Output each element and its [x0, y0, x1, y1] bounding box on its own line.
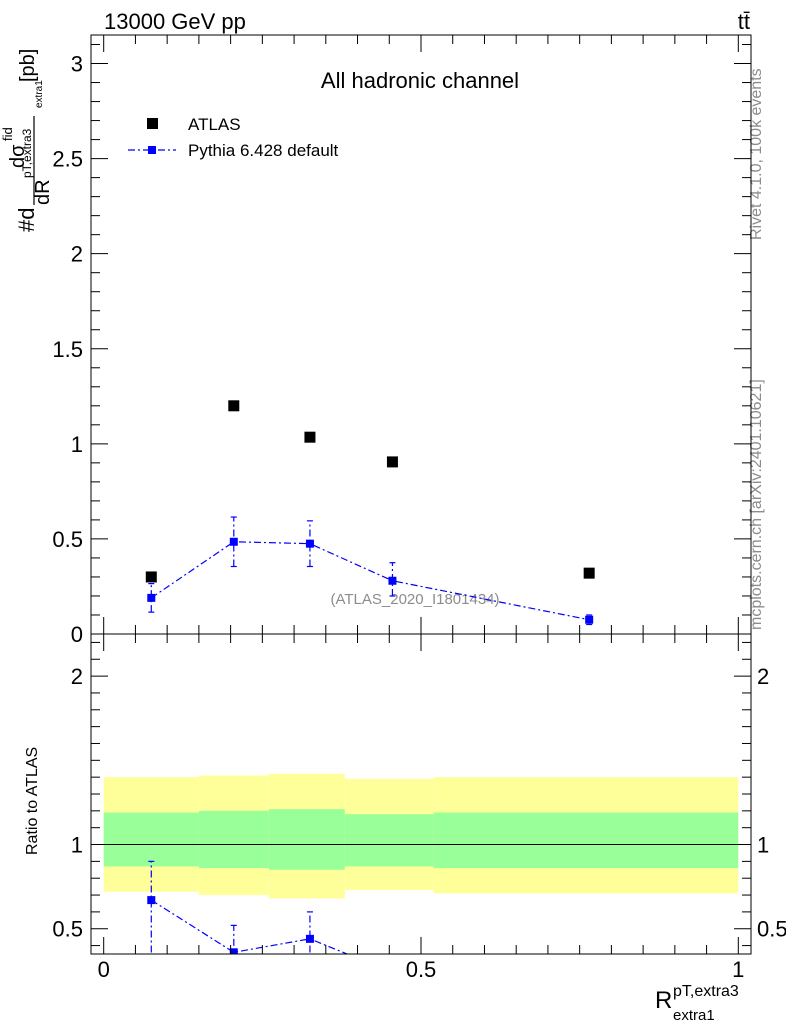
legend: ATLAS Pythia 6.428 default	[128, 115, 339, 160]
main-ytick-label: 3	[71, 52, 83, 77]
xlabel-base: R	[655, 987, 672, 1014]
ratio-ytick-label: 2	[71, 664, 83, 689]
ylabel-denominator-sup: pT,extra3	[20, 128, 34, 178]
pythia-point	[229, 537, 238, 546]
chart-title: All hadronic channel	[321, 68, 519, 93]
ratio-ytick-label: 0.5	[52, 917, 83, 942]
main-ytick-label: 0	[71, 622, 83, 647]
ratio-band-inner	[198, 810, 269, 869]
atlas-point	[386, 456, 398, 468]
ratio-xtick-label: 0.5	[406, 957, 437, 982]
ratio-point	[388, 969, 396, 977]
atlas-point	[304, 431, 316, 443]
ratio-xtick-label: 1	[732, 957, 744, 982]
main-ylabel: #d dσ fid dR pT,extra3 extra1 [pb]	[0, 49, 54, 232]
legend-pythia-marker	[148, 146, 156, 154]
ylabel-denominator: dR	[32, 179, 54, 205]
ratio-xtick-label: 0	[98, 957, 110, 982]
ratio-ytick-label: 1	[71, 833, 83, 858]
process-label: tt̄	[738, 9, 750, 34]
atlas-point	[228, 400, 240, 412]
ratio-line	[150, 899, 349, 954]
ratio-band-inner	[103, 812, 199, 867]
analysis-watermark: (ATLAS_2020_I1801434)	[330, 591, 499, 608]
ratio-ytick-label-right: 1	[757, 833, 769, 858]
ratio-point	[305, 934, 314, 943]
xlabel-sub: extra1	[673, 1007, 715, 1024]
ratio-ylabel: Ratio to ATLAS	[24, 747, 41, 855]
ratio-band-inner	[344, 814, 434, 867]
main-ytick-label: 0.5	[52, 527, 83, 552]
legend-atlas-label: ATLAS	[188, 115, 241, 134]
ratio-ytick-label-right: 0.5	[757, 917, 786, 942]
atlas-point	[583, 567, 595, 579]
legend-pythia-label: Pythia 6.428 default	[188, 141, 339, 160]
main-ytick-label: 2	[71, 242, 83, 267]
main-ytick-label: 1	[71, 432, 83, 457]
ratio-xlabel: R pT,extra3 extra1	[655, 983, 739, 1024]
ratio-ytick-label-right: 2	[757, 664, 769, 689]
pythia-point	[585, 615, 594, 624]
xlabel-sup: pT,extra3	[673, 983, 739, 1000]
pythia-point	[388, 576, 397, 585]
ylabel-prefix: #d	[14, 208, 39, 232]
pythia-line	[150, 541, 590, 621]
pythia-point	[305, 539, 314, 548]
ratio-band-inner	[433, 812, 739, 869]
legend-atlas-marker	[147, 118, 158, 129]
pythia-point	[147, 593, 156, 602]
ratio-panel: 0.5 0.5 1 1 2 2 0 0.5 1 Ratio to ATLAS R pT,extr…	[24, 634, 786, 1024]
ratio-band-inner	[268, 809, 345, 870]
ratio-frame	[90, 633, 752, 955]
main-panel: All hadronic channel (ATLAS_2020_I180143…	[0, 35, 751, 647]
ylabel-denominator-sub: extra1	[34, 80, 45, 108]
main-ytick-label: 2.5	[52, 147, 83, 172]
ylabel-unit: [pb]	[17, 49, 39, 82]
mcplots-label: mcplots.cern.ch [arXiv:2401.10621]	[748, 379, 765, 630]
main-ytick-label: 1.5	[52, 337, 83, 362]
ylabel-numerator: dσ	[7, 144, 29, 168]
energy-label: 13000 GeV pp	[104, 9, 246, 34]
ylabel-numerator-sup: fid	[0, 127, 15, 141]
atlas-point	[145, 571, 157, 583]
rivet-label: Rivet 4.1.0, 100k events	[748, 68, 765, 240]
ratio-point	[229, 948, 238, 954]
ratio-point	[147, 896, 156, 905]
